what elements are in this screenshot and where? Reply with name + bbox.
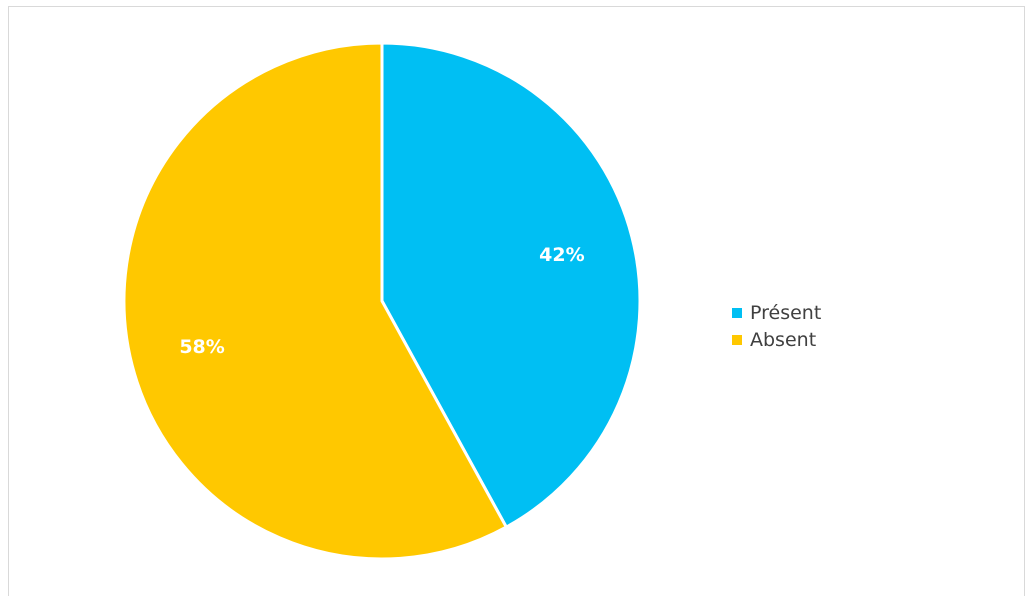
- legend-swatch-absent: [732, 335, 742, 345]
- pie-label-present: 42%: [539, 244, 584, 266]
- legend-swatch-present: [732, 308, 742, 318]
- pie-data-labels: 42% 58%: [179, 244, 584, 358]
- pie-slices: [122, 41, 642, 561]
- pie-slice-present: [380, 41, 642, 529]
- legend-item-absent: Absent: [732, 327, 932, 353]
- chart-legend: Présent Absent: [732, 300, 932, 354]
- pie-label-absent: 58%: [179, 336, 224, 358]
- legend-label-absent: Absent: [750, 329, 817, 351]
- chart-area: [8, 6, 1025, 596]
- legend-item-present: Présent: [732, 300, 932, 326]
- pie-slice-absent: [122, 41, 508, 561]
- legend-label-present: Présent: [750, 302, 822, 324]
